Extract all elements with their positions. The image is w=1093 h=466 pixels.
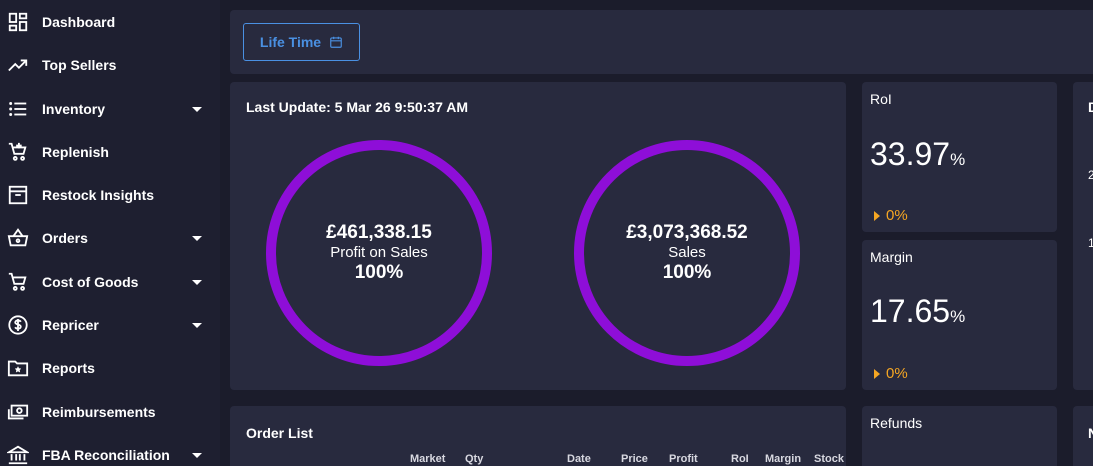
chevron-down-icon[interactable] <box>192 235 202 241</box>
tick-label: 1 <box>1088 236 1093 250</box>
chevron-down-icon[interactable] <box>192 322 202 328</box>
sidebar-item-top-sellers[interactable]: Top Sellers <box>0 47 220 83</box>
bank-icon <box>7 444 29 466</box>
sidebar-item-label: Restock Insights <box>42 187 155 203</box>
sidebar-item-label: Reports <box>42 360 95 376</box>
main-content: Life Time Last Update: 5 Mar 26 9:50:37 … <box>220 0 1093 466</box>
roi-card: RoI 33.97% 0% <box>862 82 1057 232</box>
money-icon <box>7 401 29 423</box>
chevron-down-icon[interactable] <box>192 279 202 285</box>
trending-up-icon <box>7 54 29 76</box>
refunds-title: Refunds <box>870 415 923 431</box>
sidebar-item-fba-reconciliation[interactable]: FBA Reconciliation <box>0 437 220 466</box>
date-filter-label: Life Time <box>259 34 322 50</box>
archive-icon <box>7 184 29 206</box>
refunds-card: Refunds <box>862 406 1057 466</box>
sidebar-item-reimbursements[interactable]: Reimbursements <box>0 394 220 430</box>
partial-chart-card: D 2 1 <box>1073 82 1093 390</box>
partial-card-title: N <box>1088 425 1093 441</box>
sidebar-item-cost-of-goods[interactable]: Cost of Goods <box>0 264 220 300</box>
sidebar-item-label: Top Sellers <box>42 57 117 73</box>
sidebar: Dashboard Top Sellers Inventory Replenis… <box>0 0 220 466</box>
cart-plus-icon <box>7 141 29 163</box>
sales-label: Sales <box>668 244 706 261</box>
sidebar-item-label: Orders <box>42 230 88 246</box>
profit-value: £461,338.15 <box>326 222 432 243</box>
profit-label: Profit on Sales <box>330 244 428 261</box>
dollar-circle-icon <box>7 314 29 336</box>
margin-change: 0% <box>874 365 908 382</box>
sidebar-item-label: Inventory <box>42 101 106 117</box>
folder-star-icon <box>7 357 29 379</box>
sidebar-item-dashboard[interactable]: Dashboard <box>0 4 220 40</box>
column-header-date[interactable]: Date <box>567 453 591 465</box>
date-filter-button[interactable]: Life Time <box>243 23 360 61</box>
margin-title: Margin <box>870 249 913 265</box>
sidebar-item-label: Cost of Goods <box>42 274 139 290</box>
sales-value: £3,073,368.52 <box>626 222 748 243</box>
sidebar-item-label: Reimbursements <box>42 404 156 420</box>
chevron-down-icon[interactable] <box>192 106 202 112</box>
column-header-market[interactable]: Market <box>410 453 446 465</box>
caret-right-icon <box>874 368 880 379</box>
sidebar-item-label: Dashboard <box>42 14 116 30</box>
order-list-title: Order List <box>246 425 313 441</box>
last-update: Last Update: 5 Mar 26 9:50:37 AM <box>246 99 468 115</box>
order-list-card: Order List Market Qty Date Price Profit … <box>230 406 846 466</box>
partial-card-bottom: N <box>1073 406 1093 466</box>
tick-label: 2 <box>1088 168 1093 182</box>
sidebar-item-orders[interactable]: Orders <box>0 220 220 256</box>
sidebar-item-inventory[interactable]: Inventory <box>0 91 220 127</box>
chevron-down-icon[interactable] <box>192 452 202 458</box>
sidebar-item-label: Replenish <box>42 144 109 160</box>
roi-value: 33.97% <box>870 136 966 172</box>
caret-right-icon <box>874 210 880 221</box>
sidebar-item-reports[interactable]: Reports <box>0 350 220 386</box>
basket-icon <box>7 227 29 249</box>
roi-change: 0% <box>874 207 908 224</box>
sidebar-item-label: FBA Reconciliation <box>42 447 170 463</box>
calendar-icon <box>330 36 342 48</box>
roi-title: RoI <box>870 91 892 107</box>
sales-ring: £3,073,368.52 Sales 100% <box>574 140 800 366</box>
column-header-price[interactable]: Price <box>621 453 648 465</box>
sidebar-item-replenish[interactable]: Replenish <box>0 134 220 170</box>
column-header-stock[interactable]: Stock <box>814 453 844 465</box>
sidebar-item-restock-insights[interactable]: Restock Insights <box>0 177 220 213</box>
column-header-profit[interactable]: Profit <box>669 453 698 465</box>
column-header-qty[interactable]: Qty <box>465 453 484 465</box>
sidebar-item-label: Repricer <box>42 317 99 333</box>
profit-percent: 100% <box>354 262 404 283</box>
list-icon <box>7 98 29 120</box>
filter-toolbar: Life Time <box>230 10 1093 74</box>
dashboard-icon <box>7 11 29 33</box>
column-header-roi[interactable]: RoI <box>731 453 749 465</box>
sales-summary-card: Last Update: 5 Mar 26 9:50:37 AM £461,33… <box>230 82 846 390</box>
partial-card-title: D <box>1088 99 1093 115</box>
margin-card: Margin 17.65% 0% <box>862 240 1057 390</box>
cart-icon <box>7 271 29 293</box>
margin-value: 17.65% <box>870 293 966 329</box>
sidebar-item-repricer[interactable]: Repricer <box>0 307 220 343</box>
profit-ring: £461,338.15 Profit on Sales 100% <box>266 140 492 366</box>
sales-percent: 100% <box>662 262 712 283</box>
column-header-margin[interactable]: Margin <box>765 453 802 465</box>
